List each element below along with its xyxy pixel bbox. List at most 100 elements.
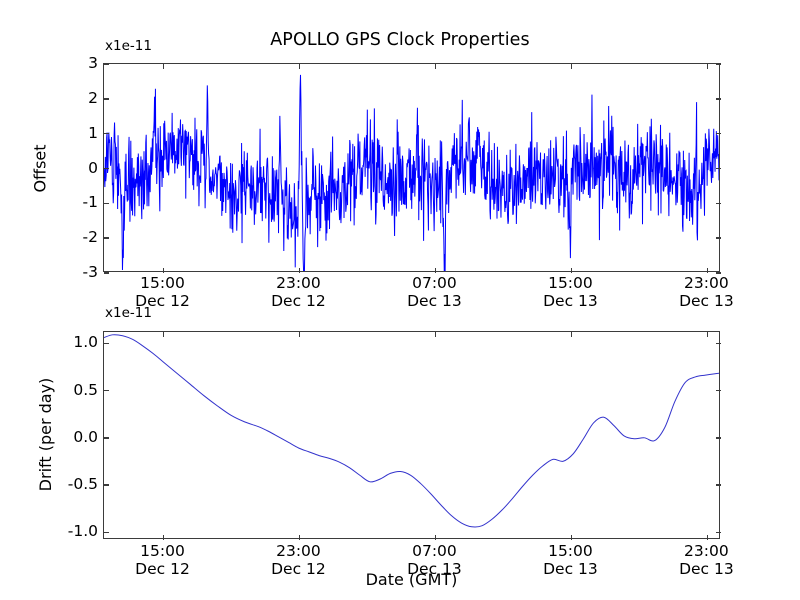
x-tick-mark: [298, 332, 301, 337]
drift-series-svg: [104, 332, 719, 538]
y-tick-label: 1.0: [73, 333, 98, 352]
y-tick-mark: [104, 98, 109, 100]
x-tick-time: 23:00: [684, 274, 729, 292]
x-tick-label: 07:00 Dec 13: [407, 274, 462, 310]
x-tick-time: 23:00: [276, 274, 321, 292]
x-tick-label: 15:00 Dec 13: [543, 274, 598, 310]
x-tick-date: Dec 13: [679, 560, 734, 578]
y-tick-label: -3: [82, 263, 98, 281]
x-tick-label: 23:00 Dec 12: [271, 542, 326, 578]
y-tick-label: 3: [88, 54, 98, 72]
x-tick-time: 15:00: [548, 274, 593, 292]
x-tick-label: 15:00 Dec 12: [135, 542, 190, 578]
x-tick-date: Dec 12: [135, 560, 190, 578]
x-tick-label: 15:00 Dec 13: [543, 542, 598, 578]
x-tick-mark: [706, 535, 709, 540]
y-tick-mark: [716, 342, 721, 345]
x-tick-mark: [570, 268, 573, 273]
y-tick-mark: [716, 437, 721, 439]
x-tick-mark: [706, 64, 709, 69]
y-tick-mark: [104, 167, 109, 170]
x-tick-label: 07:00 Dec 13: [407, 542, 462, 578]
x-tick-mark: [162, 332, 165, 337]
x-tick-mark: [298, 268, 301, 273]
x-tick-time: 07:00: [412, 274, 457, 292]
x-tick-date: Dec 13: [407, 560, 462, 578]
y-tick-mark: [716, 237, 721, 239]
x-tick-mark: [162, 535, 165, 540]
y-tick-label: -2: [82, 228, 98, 247]
y-tick-label: 0: [88, 158, 98, 177]
drift-axis-exponent-label: x1e-11: [105, 305, 152, 321]
x-tick-time: 15:00: [140, 274, 185, 292]
drift-series-line: [104, 335, 719, 527]
y-tick-mark: [104, 63, 109, 65]
x-tick-mark: [706, 332, 709, 337]
y-tick-mark: [716, 531, 721, 534]
drift-x-tick-labels: 15:00 Dec 12 23:00 Dec 12 07:00 Dec 13 15:00 De…: [0, 542, 800, 582]
y-tick-mark: [104, 132, 109, 135]
x-tick-date: Dec 12: [271, 560, 326, 578]
x-tick-mark: [162, 64, 165, 69]
x-tick-date: Dec 13: [543, 292, 598, 310]
y-tick-label: 1: [88, 123, 98, 142]
x-tick-date: Dec 12: [135, 292, 190, 310]
x-tick-mark: [162, 268, 165, 273]
offset-y-tick-labels: -3 -2 -1 0 1 2 3: [60, 54, 98, 281]
x-tick-mark: [434, 268, 437, 273]
x-tick-mark: [434, 64, 437, 69]
y-tick-mark: [716, 63, 721, 65]
y-tick-mark: [716, 272, 721, 274]
x-tick-label: 23:00 Dec 13: [679, 542, 734, 578]
y-tick-mark: [104, 437, 109, 439]
x-tick-time: 15:00: [140, 542, 185, 560]
x-tick-label: 23:00 Dec 13: [679, 274, 734, 310]
y-tick-mark: [716, 484, 721, 486]
y-tick-mark: [104, 237, 109, 239]
y-tick-mark: [104, 389, 109, 392]
y-tick-label: 0.0: [73, 427, 98, 446]
x-tick-date: Dec 13: [407, 292, 462, 310]
offset-series-line: [104, 75, 719, 271]
offset-series-svg: [104, 64, 719, 271]
x-tick-label: 15:00 Dec 12: [135, 274, 190, 310]
y-tick-mark: [716, 202, 721, 205]
x-tick-time: 23:00: [684, 542, 729, 560]
x-tick-mark: [570, 535, 573, 540]
y-tick-mark: [716, 389, 721, 392]
offset-axis-exponent-label: x1e-11: [105, 38, 152, 54]
y-tick-label: 2: [88, 88, 98, 107]
y-tick-label: -1.0: [67, 522, 98, 541]
x-tick-mark: [570, 64, 573, 69]
x-tick-time: 23:00: [276, 542, 321, 560]
figure-title: APOLLO GPS Clock Properties: [270, 30, 530, 50]
offset-y-axis-label: Offset: [30, 144, 50, 193]
x-tick-date: Dec 13: [679, 292, 734, 310]
x-tick-mark: [570, 332, 573, 337]
x-tick-label: 23:00 Dec 12: [271, 274, 326, 310]
x-tick-mark: [298, 535, 301, 540]
y-tick-mark: [104, 531, 109, 534]
y-tick-mark: [104, 272, 109, 274]
x-axis-label: Date (GMT): [365, 570, 458, 589]
x-tick-mark: [434, 535, 437, 540]
y-tick-mark: [716, 167, 721, 170]
y-tick-mark: [716, 98, 721, 100]
drift-y-tick-labels: 1.0 0.5 0.0 -0.5 -1.0: [36, 331, 98, 541]
x-tick-date: Dec 13: [543, 560, 598, 578]
offset-plot-area: [103, 63, 721, 274]
y-tick-mark: [104, 202, 109, 205]
x-tick-mark: [298, 64, 301, 69]
offset-x-tick-labels: 15:00 Dec 12 23:00 Dec 12 07:00 Dec 13 15:00 De…: [0, 274, 800, 314]
x-tick-time: 07:00: [412, 542, 457, 560]
x-tick-date: Dec 12: [271, 292, 326, 310]
drift-plot-area: [103, 331, 721, 540]
x-tick-time: 15:00: [548, 542, 593, 560]
y-tick-mark: [104, 484, 109, 486]
x-tick-mark: [434, 332, 437, 337]
y-tick-mark: [104, 342, 109, 345]
x-tick-mark: [706, 268, 709, 273]
y-tick-label: 0.5: [73, 380, 98, 399]
y-tick-mark: [716, 132, 721, 135]
